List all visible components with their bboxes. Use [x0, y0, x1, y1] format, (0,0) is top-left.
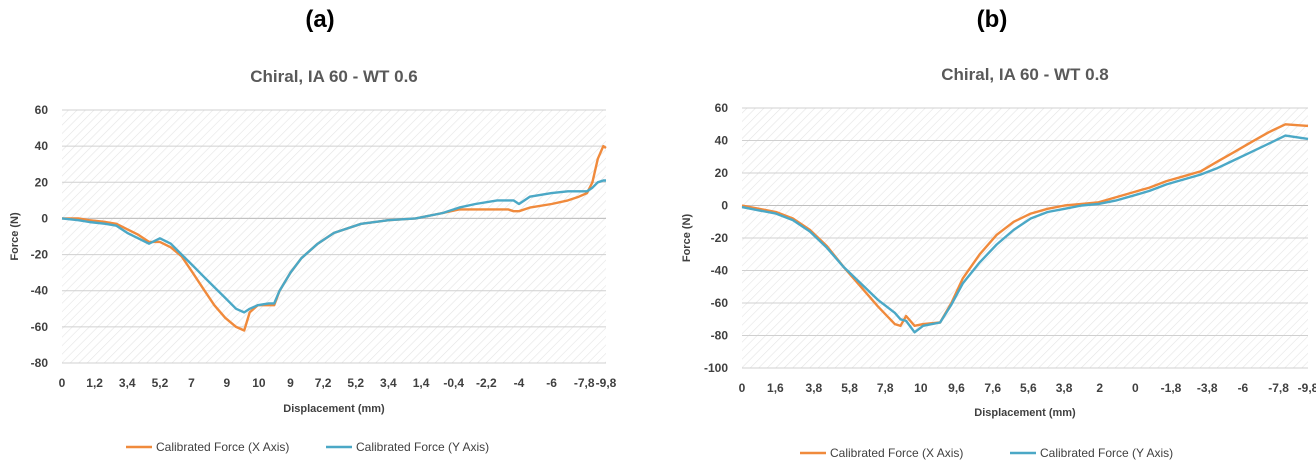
- y-tick-label: 40: [35, 139, 49, 153]
- plot-area: [62, 110, 606, 363]
- x-tick-label: 1,4: [413, 376, 430, 390]
- x-tick-label: 5,2: [152, 376, 169, 390]
- y-tick-label: 20: [35, 175, 49, 189]
- x-tick-label: 9,6: [948, 381, 965, 395]
- x-tick-label: -2,2: [476, 376, 497, 390]
- x-tick-label: 0: [739, 381, 746, 395]
- x-tick-label: 3,4: [380, 376, 397, 390]
- x-axis-label: Displacement (mm): [283, 403, 385, 415]
- x-tick-label: 9: [287, 376, 294, 390]
- x-tick-label: -9,8: [596, 376, 617, 390]
- chart-a: Chiral, IA 60 - WT 0.66040200-20-40-60-8…: [9, 67, 617, 454]
- y-tick-label: 0: [721, 199, 728, 213]
- x-tick-label: -9,8: [1298, 381, 1316, 395]
- y-tick-label: 40: [715, 134, 729, 148]
- chart-panel-a: (a) Chiral, IA 60 - WT 0.6 60 40 20 0 -20 -40-…: [0, 0, 640, 465]
- x-tick-label: 3,8: [806, 381, 823, 395]
- x-tick-label: 3,4: [119, 376, 136, 390]
- y-tick-label: -60: [31, 320, 49, 334]
- x-tick-label: 10: [252, 376, 266, 390]
- x-tick-label: -1,8: [1161, 381, 1182, 395]
- x-tick-label: 10: [914, 381, 928, 395]
- y-axis-label: Force (N): [681, 214, 693, 263]
- y-axis-label: Force (N): [9, 212, 21, 261]
- y-tick-label: 0: [41, 211, 48, 225]
- x-tick-label: -6: [1238, 381, 1249, 395]
- legend-label: Calibrated Force (Y Axis): [356, 440, 489, 454]
- y-tick-label: -60: [711, 296, 729, 310]
- x-tick-label: 9: [223, 376, 230, 390]
- x-tick-label: 7,8: [877, 381, 894, 395]
- x-tick-label: 7: [188, 376, 195, 390]
- legend-label: Calibrated Force (Y Axis): [1040, 446, 1173, 460]
- y-tick-label: -80: [31, 356, 49, 370]
- chart-panel-b: (b) Chiral, IA 60 - WT 0.8 60 40 20 0 -20 -40-…: [668, 0, 1316, 465]
- y-tick-label: -40: [711, 264, 729, 278]
- panel-label: (a): [305, 6, 335, 33]
- x-tick-label: -6: [546, 376, 557, 390]
- x-tick-label: -7,8: [574, 376, 595, 390]
- y-tick-label: -20: [711, 231, 729, 245]
- y-tick-label: 60: [35, 103, 49, 117]
- series-line-y-axis: [741, 134, 1309, 334]
- chart-title: Chiral, IA 60 - WT 0.6: [250, 67, 418, 86]
- y-tick-label: -100: [704, 361, 728, 375]
- x-tick-label: -4: [514, 376, 525, 390]
- x-tick-label: 0: [59, 376, 66, 390]
- chart-b: Chiral, IA 60 - WT 0.86040200-20-40-60-8…: [681, 65, 1316, 460]
- x-tick-label: 1,6: [767, 381, 784, 395]
- legend-label: Calibrated Force (X Axis): [830, 446, 963, 460]
- panel-label: (b): [976, 6, 1008, 33]
- x-tick-label: 0: [1132, 381, 1139, 395]
- x-axis-label: Displacement (mm): [974, 407, 1076, 419]
- x-tick-label: 3,8: [1056, 381, 1073, 395]
- series-line-y-axis: [61, 179, 606, 314]
- y-tick-label: -80: [711, 329, 729, 343]
- y-tick-label: 60: [715, 101, 729, 115]
- x-tick-label: -7,8: [1268, 381, 1289, 395]
- y-tick-label: 20: [715, 166, 729, 180]
- x-tick-label: -3,8: [1197, 381, 1218, 395]
- legend-label: Calibrated Force (X Axis): [156, 440, 289, 454]
- x-tick-label: -0,4: [443, 376, 464, 390]
- chart-title: Chiral, IA 60 - WT 0.8: [941, 65, 1109, 84]
- x-tick-label: 5,8: [841, 381, 858, 395]
- x-tick-label: 5,2: [347, 376, 364, 390]
- y-tick-label: -20: [31, 248, 49, 262]
- y-tick-label: -40: [31, 284, 49, 298]
- x-tick-label: 7,6: [984, 381, 1001, 395]
- x-tick-label: 1,2: [86, 376, 103, 390]
- x-tick-label: 7,2: [315, 376, 332, 390]
- x-tick-label: 2: [1096, 381, 1103, 395]
- x-tick-label: 5,6: [1020, 381, 1037, 395]
